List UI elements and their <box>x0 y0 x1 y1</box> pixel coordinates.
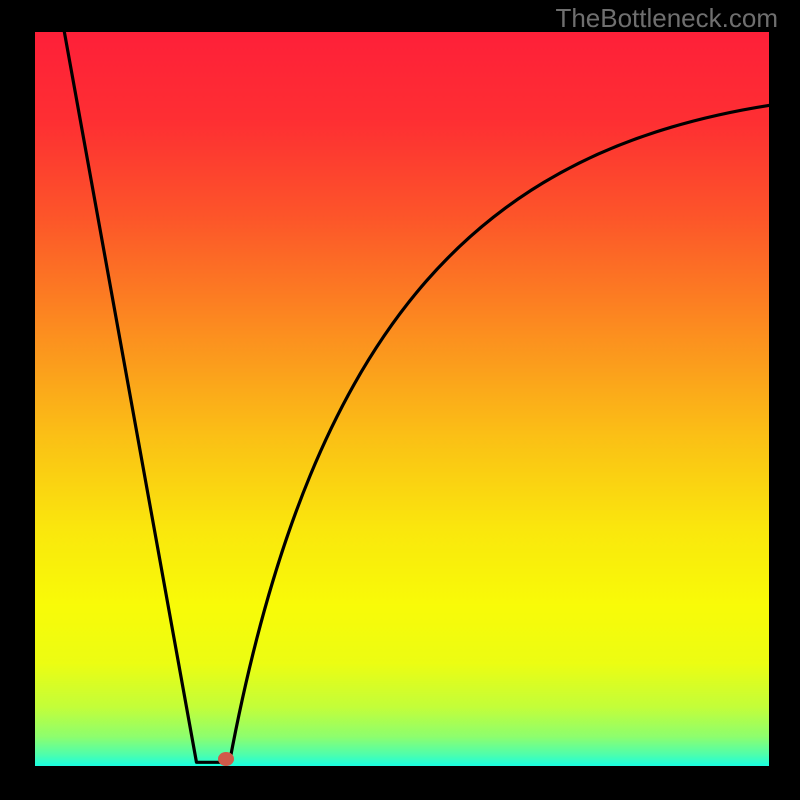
watermark-text: TheBottleneck.com <box>555 3 778 34</box>
plot-background-gradient <box>35 32 769 766</box>
plot-area <box>35 32 769 766</box>
